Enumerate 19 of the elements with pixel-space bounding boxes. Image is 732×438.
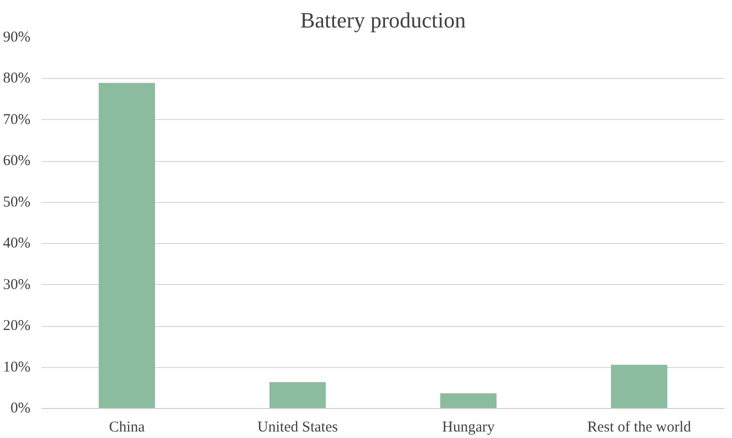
- x-tick-label: Hungary: [442, 420, 496, 436]
- y-tick-label: 50%: [3, 194, 31, 210]
- y-tick-label: 30%: [3, 276, 31, 293]
- y-tick-label: 20%: [3, 318, 31, 334]
- y-tick-label: 70%: [3, 112, 31, 128]
- x-tick-label: United States: [257, 420, 338, 436]
- bar: [610, 364, 668, 408]
- bar: [440, 393, 497, 408]
- x-tick-label: Rest of the world: [587, 420, 692, 436]
- y-tick-label: 40%: [3, 236, 31, 252]
- chart-title: Battery production: [300, 8, 466, 32]
- y-tick-label: 80%: [3, 70, 31, 87]
- y-tick-label: 10%: [3, 359, 31, 376]
- y-tick-label: 90%: [3, 30, 31, 46]
- bar: [269, 382, 326, 408]
- y-tick-label: 0%: [10, 400, 31, 416]
- y-tick-label: 60%: [3, 153, 31, 170]
- bar: [98, 82, 156, 408]
- x-tick-label: China: [108, 420, 146, 436]
